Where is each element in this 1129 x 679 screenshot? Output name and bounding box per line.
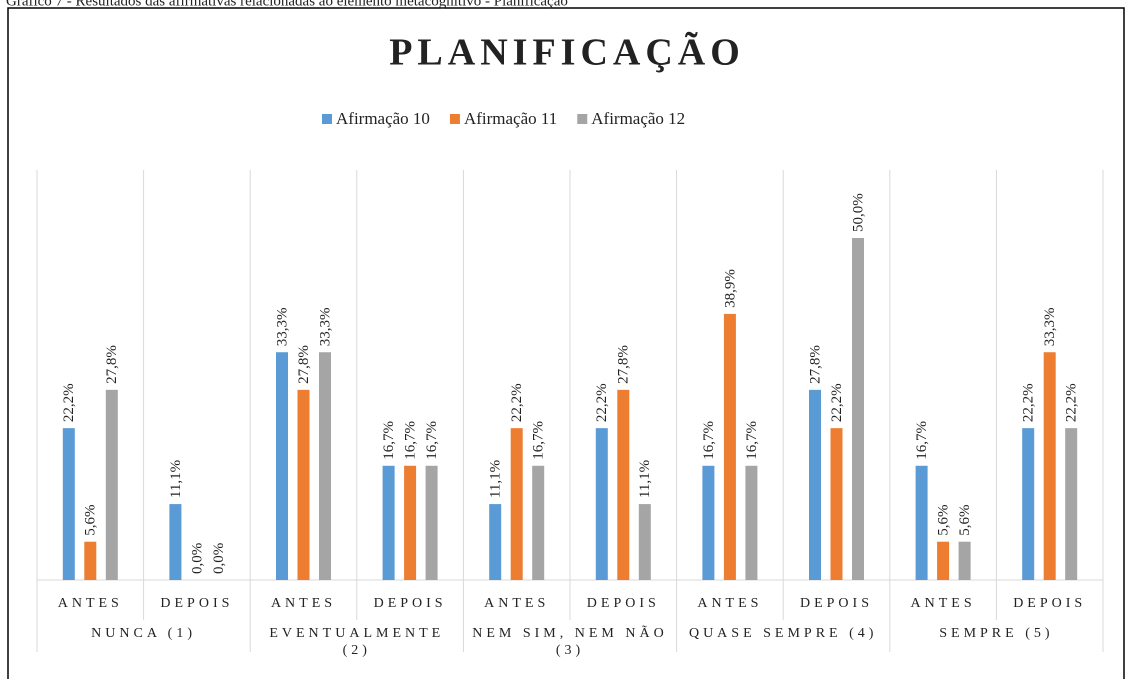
group-label: QUASE SEMPRE (4) bbox=[688, 626, 878, 641]
value-label: 0,0% bbox=[211, 543, 227, 574]
bar bbox=[1065, 428, 1078, 580]
value-label: 22,2% bbox=[829, 383, 845, 422]
bar bbox=[638, 504, 651, 580]
legend-label: Afirmação 11 bbox=[464, 109, 557, 128]
value-label: 0,0% bbox=[189, 543, 205, 574]
bar bbox=[425, 465, 438, 580]
value-label: 5,6% bbox=[936, 504, 952, 535]
legend-swatch bbox=[449, 114, 460, 124]
value-label: 16,7% bbox=[531, 421, 547, 460]
category-label: ANTES bbox=[697, 596, 762, 611]
bar bbox=[830, 428, 843, 580]
category-label: DEPOIS bbox=[800, 596, 873, 611]
value-label: 16,7% bbox=[403, 421, 419, 460]
value-label: 5,6% bbox=[83, 504, 99, 535]
bar bbox=[319, 352, 331, 580]
value-label: 11,1% bbox=[488, 460, 504, 498]
bar bbox=[297, 389, 310, 580]
value-label: 22,2% bbox=[1021, 383, 1037, 422]
bar bbox=[1043, 352, 1056, 580]
bar bbox=[937, 541, 950, 580]
value-label: 5,6% bbox=[957, 504, 973, 535]
bar bbox=[723, 313, 736, 580]
legend-swatch bbox=[322, 114, 332, 124]
value-label: 16,7% bbox=[381, 421, 397, 460]
value-label: 27,8% bbox=[807, 345, 823, 384]
group-label: SEMPRE (5) bbox=[939, 626, 1054, 641]
legend-swatch bbox=[577, 114, 588, 124]
value-label: 16,7% bbox=[424, 421, 440, 460]
bar bbox=[532, 465, 545, 580]
bar bbox=[276, 352, 288, 580]
category-label: ANTES bbox=[271, 596, 336, 611]
value-label: 11,1% bbox=[168, 460, 184, 498]
value-label: 22,2% bbox=[594, 383, 610, 422]
value-label: 16,7% bbox=[914, 421, 930, 460]
category-label: ANTES bbox=[58, 596, 123, 611]
value-label: 16,7% bbox=[701, 421, 717, 460]
legend-label: Afirmação 12 bbox=[591, 109, 685, 128]
group-label: EVENTUALMENTE (2) bbox=[269, 626, 445, 658]
bar bbox=[745, 465, 758, 580]
value-label: 22,2% bbox=[61, 383, 77, 422]
bar bbox=[105, 389, 118, 580]
category-label: ANTES bbox=[484, 596, 549, 611]
category-label: DEPOIS bbox=[587, 596, 660, 611]
chart-title: PLANIFICAÇÃO bbox=[389, 32, 745, 74]
value-label: 11,1% bbox=[637, 460, 653, 498]
bar bbox=[169, 504, 182, 580]
bar bbox=[702, 465, 715, 580]
bar bbox=[1022, 428, 1035, 580]
value-label: 27,8% bbox=[104, 345, 120, 384]
category-label: DEPOIS bbox=[1013, 596, 1086, 611]
bar bbox=[382, 465, 395, 580]
group-label: NEM SIM, NEM NÃO (3) bbox=[472, 626, 668, 658]
value-label: 33,3% bbox=[274, 307, 290, 346]
bar bbox=[84, 541, 97, 580]
chart-border bbox=[7, 7, 1125, 679]
bar bbox=[852, 238, 864, 580]
value-label: 22,2% bbox=[1064, 383, 1080, 422]
value-label: 27,8% bbox=[296, 345, 312, 384]
bar bbox=[510, 428, 523, 580]
value-label: 33,3% bbox=[317, 307, 333, 346]
value-label: 38,9% bbox=[722, 269, 738, 308]
bar bbox=[489, 504, 502, 580]
value-label: 50,0% bbox=[850, 193, 866, 232]
bar bbox=[595, 428, 608, 580]
value-label: 16,7% bbox=[744, 421, 760, 460]
category-label: DEPOIS bbox=[374, 596, 447, 611]
category-label: ANTES bbox=[911, 596, 976, 611]
bar bbox=[617, 389, 630, 580]
bar bbox=[404, 465, 417, 580]
legend-label: Afirmação 10 bbox=[336, 109, 430, 128]
value-label: 22,2% bbox=[509, 383, 525, 422]
category-label: DEPOIS bbox=[160, 596, 233, 611]
bar bbox=[62, 428, 75, 580]
bar bbox=[915, 465, 928, 580]
caption: Gráfico 7 - Resultados das afirmativas r… bbox=[6, 0, 568, 9]
group-label: NUNCA (1) bbox=[91, 626, 197, 641]
bar bbox=[958, 541, 971, 580]
value-label: 27,8% bbox=[616, 345, 632, 384]
value-label: 33,3% bbox=[1042, 307, 1058, 346]
bar bbox=[809, 389, 821, 580]
